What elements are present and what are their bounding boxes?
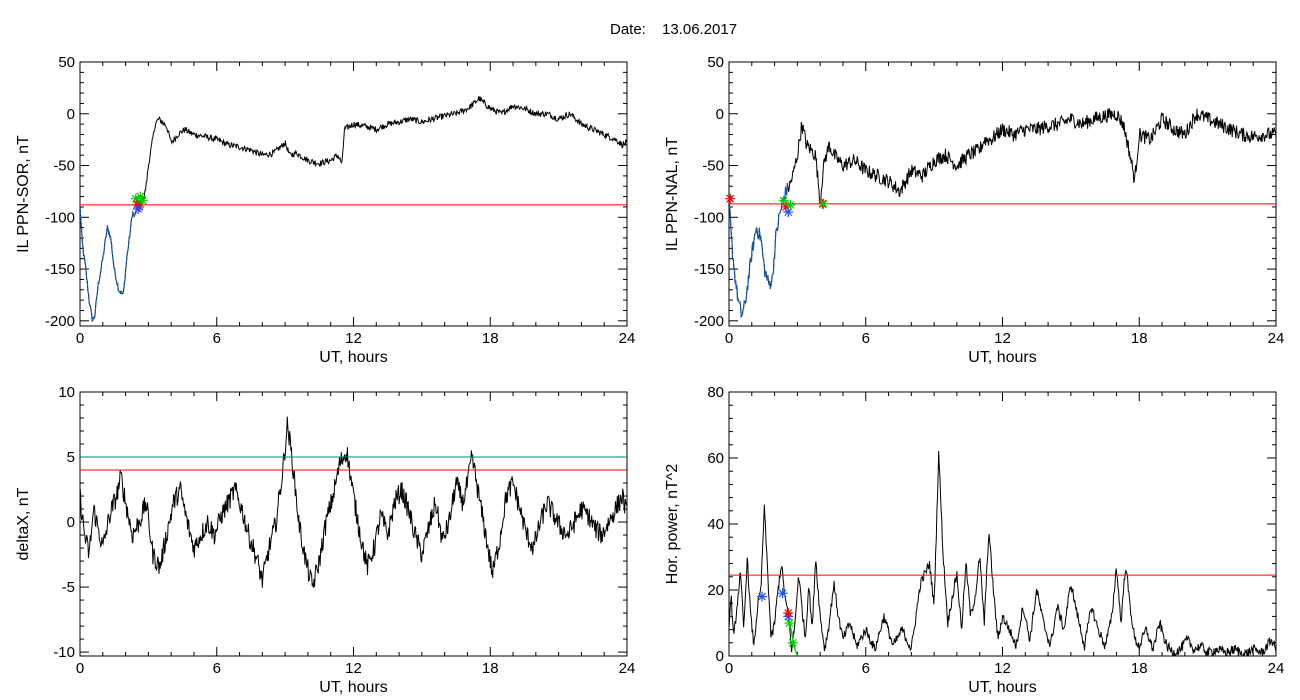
event-marker [783, 608, 794, 619]
event-marker [777, 588, 788, 599]
marker-stroke [779, 196, 788, 205]
marker-stroke [758, 592, 766, 601]
y-tick-label: 0 [716, 106, 724, 123]
x-tick-label: 0 [725, 660, 733, 677]
x-tick-label: 24 [1268, 660, 1285, 677]
x-tick-label: 12 [345, 660, 362, 677]
event-marker [784, 618, 795, 628]
interval-highlight [729, 182, 789, 319]
x-axis-title: UT, hours [319, 679, 387, 696]
y-tick-label: 40 [707, 516, 724, 533]
x-tick-label: 6 [213, 660, 221, 677]
y-tick-label: 10 [58, 384, 75, 401]
chart-nal: 0 6 12 18 24 50 0 -50 -100 -150 -200 UT, hours IL PP… [664, 54, 1284, 366]
event-marker [135, 191, 146, 202]
marker-stroke [778, 589, 787, 598]
x-tick-label: 0 [725, 330, 733, 347]
marker-stroke [726, 194, 735, 203]
y-axis-title: deltaX, nT [15, 487, 32, 560]
x-tick-label: 18 [482, 660, 499, 677]
event-marker [783, 207, 794, 218]
x-tick-label: 12 [994, 660, 1011, 677]
y-tick-label: -200 [694, 313, 724, 330]
marker-stroke [819, 199, 828, 208]
marker-stroke [788, 638, 797, 647]
marker-stroke [138, 196, 147, 205]
plot-area [80, 416, 627, 588]
series-line [729, 108, 1276, 319]
y-tick-label: -5 [62, 579, 75, 596]
chart-deltax: 0 6 12 18 24 10 5 0 -5 -10 UT, hours deltaX, nT [15, 384, 635, 696]
event-marker [787, 637, 798, 648]
plot-frame [728, 61, 1277, 327]
y-tick-label: -100 [45, 209, 75, 226]
y-tick-label: 60 [707, 450, 724, 467]
x-tick-label: 24 [619, 330, 636, 347]
marker-stroke [136, 192, 145, 201]
x-tick-label: 12 [994, 330, 1011, 347]
y-tick-label: 0 [67, 514, 75, 531]
y-tick-label: 80 [707, 384, 724, 401]
marker-stroke [784, 609, 793, 618]
y-tick-label: 5 [67, 449, 75, 466]
x-tick-label: 18 [1131, 330, 1148, 347]
y-tick-label: 50 [58, 54, 75, 71]
event-marker [725, 193, 736, 204]
plot-frame [79, 61, 628, 327]
y-tick-label: -50 [702, 158, 724, 175]
event-marker [137, 195, 148, 206]
x-tick-label: 6 [862, 330, 870, 347]
x-axis-title: UT, hours [968, 349, 1036, 366]
plot-area [729, 108, 1276, 319]
y-axis-title: Hor. power, nT^2 [664, 464, 681, 585]
x-tick-label: 18 [1131, 660, 1148, 677]
date-value: 13.06.2017 [662, 21, 737, 38]
marker-stroke [134, 205, 143, 213]
y-tick-label: 0 [67, 106, 75, 123]
series-line [80, 416, 627, 588]
chart-sor: 0 6 12 18 24 50 0 -50 -100 -150 -200 UT, hours IL PP… [15, 54, 635, 366]
y-tick-label: -150 [45, 261, 75, 278]
interval-highlight [80, 197, 145, 322]
chart-hpower: 0 6 12 18 24 80 60 40 20 0 UT, hours Hor. power, nT… [664, 384, 1284, 696]
x-tick-label: 24 [619, 660, 636, 677]
event-marker [133, 204, 144, 215]
event-marker [818, 198, 829, 209]
x-tick-label: 18 [482, 330, 499, 347]
plot-area [80, 96, 627, 322]
y-tick-label: -10 [53, 644, 75, 661]
event-marker [785, 199, 796, 210]
x-tick-label: 6 [862, 660, 870, 677]
plot-area [729, 450, 1276, 656]
event-marker [757, 591, 768, 602]
x-tick-label: 6 [213, 330, 221, 347]
x-tick-label: 24 [1268, 330, 1285, 347]
series-line [729, 450, 1276, 656]
x-tick-label: 0 [76, 330, 84, 347]
marker-stroke [786, 200, 795, 209]
y-tick-label: -50 [53, 158, 75, 175]
marker-stroke [785, 619, 794, 627]
x-tick-label: 0 [76, 660, 84, 677]
y-tick-label: 0 [716, 648, 724, 665]
y-axis-title: IL PPN-SOR, nT [15, 135, 32, 253]
y-tick-label: -200 [45, 313, 75, 330]
y-tick-label: -150 [694, 261, 724, 278]
x-tick-label: 12 [345, 330, 362, 347]
x-axis-title: UT, hours [968, 679, 1036, 696]
date-label: Date: [610, 21, 646, 38]
x-axis-title: UT, hours [319, 349, 387, 366]
series-line [80, 96, 627, 322]
y-axis-title: IL PPN-NAL, nT [664, 137, 681, 251]
y-tick-label: 50 [707, 54, 724, 71]
y-tick-label: 20 [707, 582, 724, 599]
plot-frame [79, 391, 628, 657]
y-tick-label: -100 [694, 209, 724, 226]
